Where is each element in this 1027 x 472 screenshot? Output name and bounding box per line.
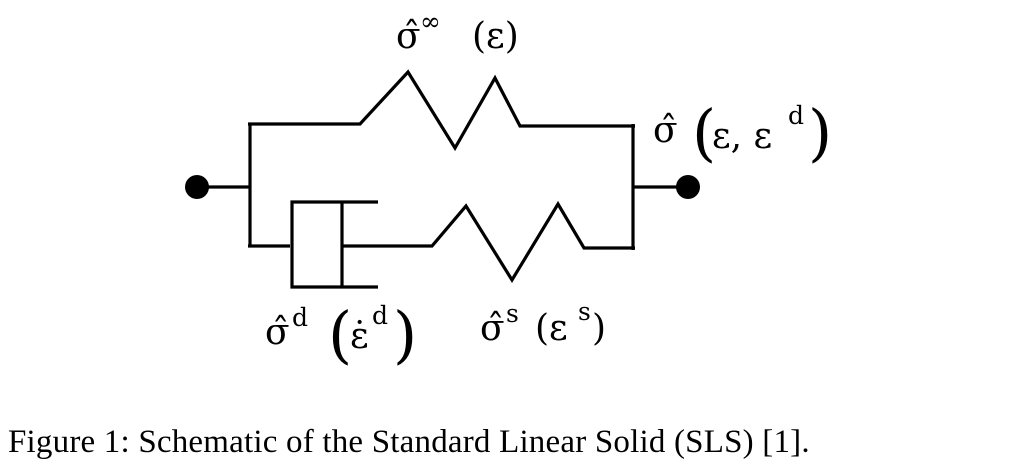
dashpot-cylinder (290, 200, 378, 289)
strain-close: ) (592, 308, 606, 349)
d-superscript: d (292, 303, 308, 332)
series-spring (342, 200, 635, 284)
equilibrium-spring-label: σ̂ ∞ (ε) (396, 7, 519, 57)
open-paren: ( (328, 298, 352, 371)
close-paren: ) (808, 96, 832, 169)
figure-caption: Figure 1: Schematic of the Standard Line… (8, 424, 810, 460)
total-stress-label: σ̂ ( ε, ε d ) (653, 96, 832, 169)
d-superscript: d (788, 101, 804, 130)
series-spring-label: σ̂ s (ε s ) (480, 297, 606, 349)
equilibrium-spring (248, 69, 635, 152)
right-terminal-node (676, 175, 700, 199)
strain-argument: (ε) (472, 16, 519, 57)
sigma-hat: σ̂ (653, 110, 678, 151)
strain-arguments: ε, ε (712, 116, 772, 157)
open-paren: ( (692, 96, 716, 169)
strain-open: (ε (535, 308, 568, 349)
d-superscript: d (372, 301, 388, 330)
dashpot-label: σ̂ d ( ε̇ d ) (265, 298, 417, 371)
sigma-hat: σ̂ (480, 308, 505, 349)
s-superscript: s (506, 299, 519, 328)
close-paren: ) (393, 298, 417, 371)
sigma-hat: σ̂ (265, 312, 290, 353)
strain-rate: ε̇ (350, 316, 369, 357)
sigma-hat: σ̂ (396, 16, 421, 57)
s-superscript: s (578, 297, 591, 326)
infinity-superscript: ∞ (420, 7, 441, 36)
